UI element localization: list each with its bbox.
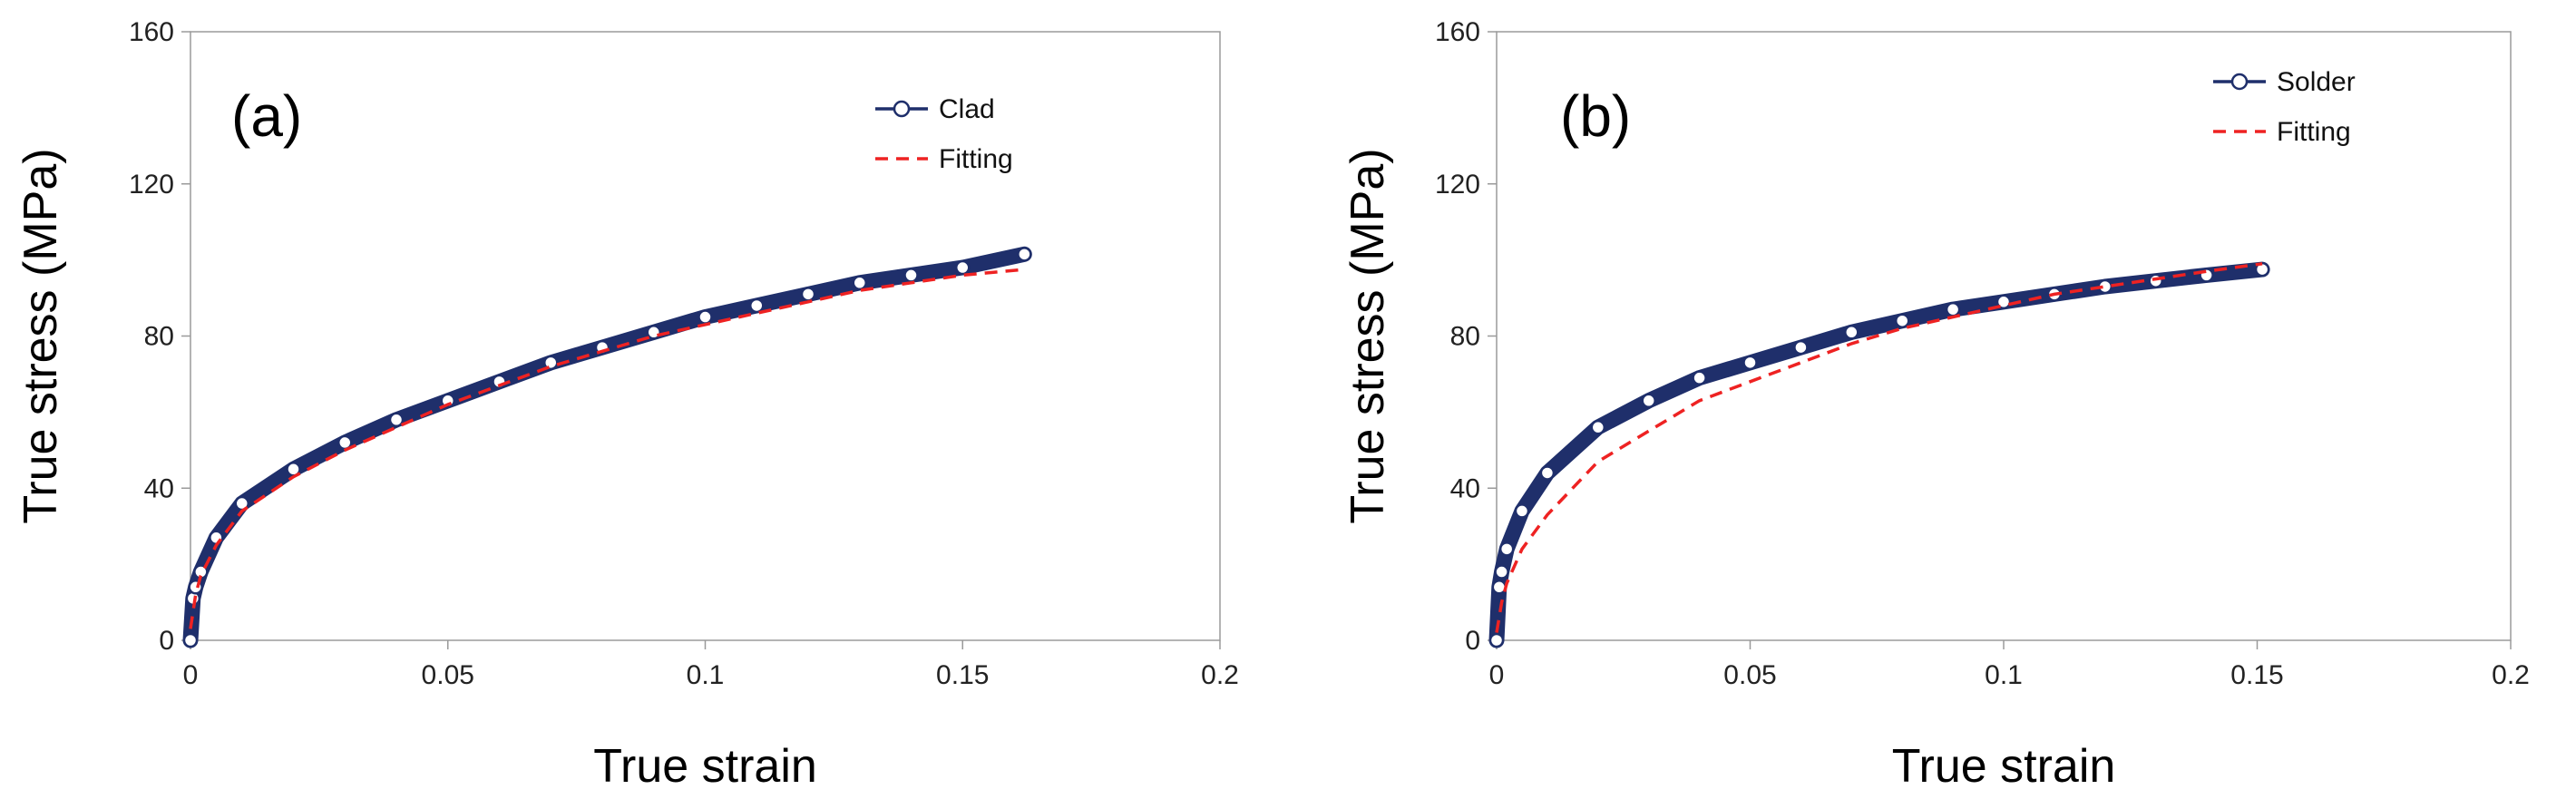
legend-label: Fitting (2277, 117, 2351, 147)
x-axis-label: True strain (1892, 740, 2116, 793)
legend-label: Solder (2277, 67, 2356, 97)
series-line-fitting (1495, 262, 2263, 633)
plot-frame (1496, 31, 2512, 641)
data-point (388, 412, 405, 428)
data-point (182, 632, 199, 648)
data-point (543, 355, 559, 371)
data-point (698, 309, 713, 325)
data-point (1017, 247, 1032, 262)
x-tick-label: 0 (183, 660, 199, 690)
legend-swatch-marker (893, 100, 911, 118)
data-point (1641, 393, 1656, 409)
panel-label: (b) (1560, 83, 1631, 149)
data-point (1692, 370, 1707, 385)
data-point (209, 530, 224, 546)
y-tick-label: 160 (1435, 17, 1480, 47)
x-tick-label: 0.15 (2230, 660, 2283, 690)
y-tick-label: 120 (129, 170, 174, 200)
chart-panel-b: 0 40 80 120 160 0 0.05 0.1 0.15 0.2 True strain Tru… (1342, 17, 2530, 793)
x-tick-label: 0.05 (422, 660, 474, 690)
x-tick-label: 0 (1489, 660, 1505, 690)
legend: Solder Fitting (2213, 67, 2356, 147)
y-tick-label: 120 (1435, 170, 1480, 200)
x-tick-label: 0.1 (687, 660, 725, 690)
data-point (1590, 419, 1606, 435)
x-tick-label: 0.2 (2492, 660, 2530, 690)
data-point (646, 325, 661, 340)
y-tick-label: 40 (144, 473, 174, 503)
y-tick-label: 0 (1465, 626, 1480, 656)
data-point (1539, 465, 1556, 481)
y-tick-label: 80 (1450, 322, 1480, 352)
data-point (800, 287, 816, 302)
x-tick-label: 0.2 (1201, 660, 1239, 690)
data-point (1514, 503, 1530, 519)
data-point (1995, 294, 2012, 310)
legend-label: Clad (939, 94, 995, 124)
data-point (1844, 325, 1859, 340)
series-line-fitting (189, 268, 1025, 629)
data-point (1945, 301, 1961, 317)
plot-frame (190, 31, 1221, 641)
data-point (1498, 541, 1515, 557)
y-axis-label: True stress (MPa) (15, 148, 67, 523)
x-tick-label: 0.05 (1723, 660, 1776, 690)
chart-panel-a: 0 40 80 120 160 0 0.05 0.1 0.15 0.2 True strain Tru… (15, 17, 1239, 793)
series-line-clad (182, 246, 1032, 648)
data-point (1742, 355, 1758, 371)
data-point (852, 275, 867, 291)
legend: Clad Fitting (875, 94, 1013, 174)
data-point (749, 297, 765, 314)
legend-label: Fitting (939, 144, 1013, 174)
legend-swatch-marker (2230, 73, 2249, 91)
y-tick-label: 160 (129, 17, 174, 47)
y-tick-label: 40 (1450, 473, 1480, 503)
data-point (2148, 273, 2163, 288)
y-axis-label: True stress (MPa) (1342, 148, 1394, 523)
data-point (2254, 261, 2270, 278)
y-tick-label: 80 (144, 322, 174, 352)
y-tick-label: 0 (159, 626, 174, 656)
data-point (1488, 632, 1505, 648)
panel-label: (a) (231, 83, 302, 149)
x-axis-label: True strain (593, 740, 817, 793)
data-point (1894, 313, 1910, 328)
data-point (955, 259, 971, 276)
x-tick-label: 0.15 (936, 660, 989, 690)
x-tick-label: 0.1 (1985, 660, 2023, 690)
data-point (1494, 564, 1509, 580)
data-point (903, 268, 919, 283)
data-point (1793, 339, 1809, 356)
